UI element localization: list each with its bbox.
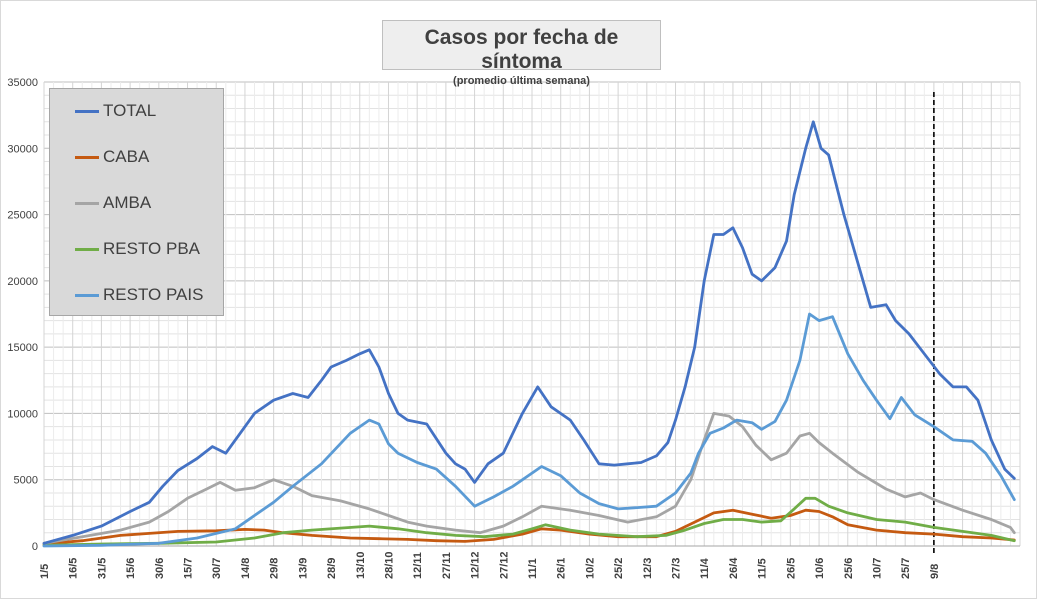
x-tick-label: 11/1	[527, 558, 539, 579]
x-tick-label: 30/7	[211, 558, 223, 579]
x-tick-label: 27/3	[671, 558, 683, 579]
y-tick-label: 5000	[14, 475, 38, 487]
x-tick-label: 25/7	[900, 558, 912, 579]
x-tick-label: 13/10	[355, 551, 367, 579]
y-tick-label: 30000	[7, 143, 38, 155]
x-tick-label: 28/10	[383, 551, 395, 579]
x-tick-label: 27/11	[441, 552, 453, 579]
legend-swatch-resto-pais	[75, 293, 99, 297]
legend-swatch-caba	[75, 155, 99, 159]
x-tick-label: 12/12	[470, 551, 482, 579]
y-tick-label: 35000	[7, 77, 38, 89]
x-tick-label: 10/2	[584, 558, 596, 579]
legend-item-resto-pba: RESTO PBA	[75, 239, 200, 259]
y-tick-label: 15000	[7, 342, 38, 354]
legend-item-resto-pais: RESTO PAIS	[75, 285, 203, 305]
legend-label-resto-pais: RESTO PAIS	[103, 285, 204, 304]
grid	[43, 81, 1021, 547]
x-tick-label: 25/2	[613, 558, 625, 579]
legend-swatch-amba	[75, 201, 99, 205]
x-tick-label: 9/8	[929, 564, 941, 579]
x-tick-label: 11/4	[699, 557, 711, 579]
series-line-resto-pais	[42, 312, 1016, 548]
x-tick-label: 16/5	[68, 558, 80, 579]
x-tick-label: 11/5	[757, 558, 769, 579]
x-tick-label: 13/9	[297, 558, 309, 579]
legend-label-caba: CABA	[103, 147, 150, 166]
legend-item-amba: AMBA	[75, 193, 151, 213]
legend-swatch-resto-pba	[75, 247, 99, 251]
series-lines	[42, 120, 1016, 548]
x-tick-label: 10/7	[871, 558, 883, 579]
legend: TOTAL CABA AMBA RESTO PBA RESTO PAIS	[49, 88, 224, 316]
x-tick-label: 12/3	[642, 558, 654, 579]
x-tick-label: 25/6	[843, 558, 855, 579]
legend-item-caba: CABA	[75, 147, 149, 167]
y-tick-label: 0	[32, 541, 38, 553]
legend-label-resto-pba: RESTO PBA	[103, 239, 200, 258]
x-tick-label: 14/8	[240, 558, 252, 579]
legend-item-total: TOTAL	[75, 101, 156, 121]
x-tick-label: 15/6	[125, 558, 137, 579]
x-tick-label: 26/4	[728, 557, 740, 579]
y-tick-label: 20000	[7, 276, 38, 288]
chart-title-box: Casos por fecha de síntoma (promedio últ…	[382, 20, 661, 87]
x-tick-label: 31/5	[96, 558, 108, 579]
x-tick-label: 10/6	[814, 558, 826, 579]
legend-label-total: TOTAL	[103, 101, 157, 120]
y-tick-label: 10000	[7, 408, 38, 420]
x-tick-label: 26/1	[556, 558, 568, 579]
series-line-resto-pba	[42, 496, 1016, 547]
axes: 0 5000 10000 15000 20000 25000 30000 35000 1/5 16…	[7, 77, 1020, 579]
x-tick-label: 15/7	[183, 558, 195, 579]
x-tick-label: 28/9	[326, 558, 338, 579]
x-tick-label: 29/8	[269, 558, 281, 579]
x-tick-label: 12/11	[412, 552, 424, 579]
series-line-amba	[42, 411, 1016, 545]
x-tick-label: 30/6	[154, 558, 166, 579]
legend-swatch-total	[75, 109, 99, 113]
x-tick-label: 26/5	[785, 558, 797, 579]
chart-title: Casos por fecha de síntoma	[424, 26, 619, 73]
series-line-total	[42, 120, 1016, 545]
y-tick-label: 25000	[7, 210, 38, 222]
chart-subtitle: (promedio última semana)	[453, 75, 590, 87]
x-tick-label: 1/5	[39, 564, 51, 579]
legend-label-amba: AMBA	[103, 193, 152, 212]
x-tick-label: 27/12	[498, 551, 510, 579]
